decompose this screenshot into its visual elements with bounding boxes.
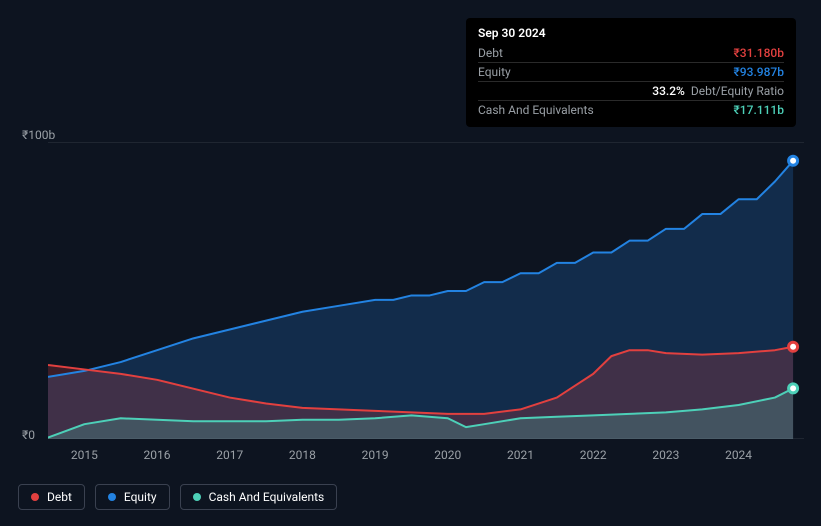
chart-tooltip: Sep 30 2024 Debt ₹31.180b Equity ₹93.987b 33… [466,18,796,127]
tooltip-label: Debt [478,46,503,60]
end-marker-debt [789,342,798,351]
x-tick: 2021 [507,448,534,462]
chart-svg [48,143,804,439]
tooltip-row-debt: Debt ₹31.180b [478,44,784,63]
x-axis-ticks: 2015 2016 2017 2018 2019 2020 2021 2022 2023 2024 [48,448,804,468]
legend-swatch-icon [193,493,201,501]
tooltip-label: Equity [478,65,511,79]
x-tick: 2022 [580,448,607,462]
x-tick: 2018 [289,448,316,462]
x-tick: 2023 [652,448,679,462]
x-tick: 2017 [216,448,243,462]
legend-item-debt[interactable]: Debt [18,484,85,510]
legend-item-cash[interactable]: Cash And Equivalents [180,484,338,510]
x-tick: 2019 [362,448,389,462]
legend-label: Debt [47,490,72,504]
tooltip-value: 33.2%Debt/Equity Ratio [652,84,784,98]
x-tick: 2024 [725,448,752,462]
tooltip-date: Sep 30 2024 [478,26,784,44]
tooltip-label: Cash And Equivalents [478,103,594,117]
tooltip-value: ₹93.987b [734,65,784,79]
tooltip-row-cash: Cash And Equivalents ₹17.111b [478,101,784,119]
end-marker-cash [789,384,798,393]
legend-swatch-icon [108,493,116,501]
y-axis-label-max: ₹100b [22,128,55,142]
legend-item-equity[interactable]: Equity [95,484,170,510]
x-tick: 2020 [434,448,461,462]
tooltip-value: ₹17.111b [734,103,784,117]
tooltip-value: ₹31.180b [734,46,784,60]
legend-label: Equity [124,490,157,504]
x-tick: 2016 [144,448,171,462]
chart-legend: Debt Equity Cash And Equivalents [18,484,337,510]
chart-plot-area [48,142,804,438]
x-tick: 2015 [71,448,98,462]
tooltip-row-ratio: 33.2%Debt/Equity Ratio [478,82,784,101]
y-axis-label-min: ₹0 [22,428,35,442]
legend-swatch-icon [31,493,39,501]
end-marker-equity [789,156,798,165]
legend-label: Cash And Equivalents [209,490,325,504]
tooltip-row-equity: Equity ₹93.987b [478,63,784,82]
